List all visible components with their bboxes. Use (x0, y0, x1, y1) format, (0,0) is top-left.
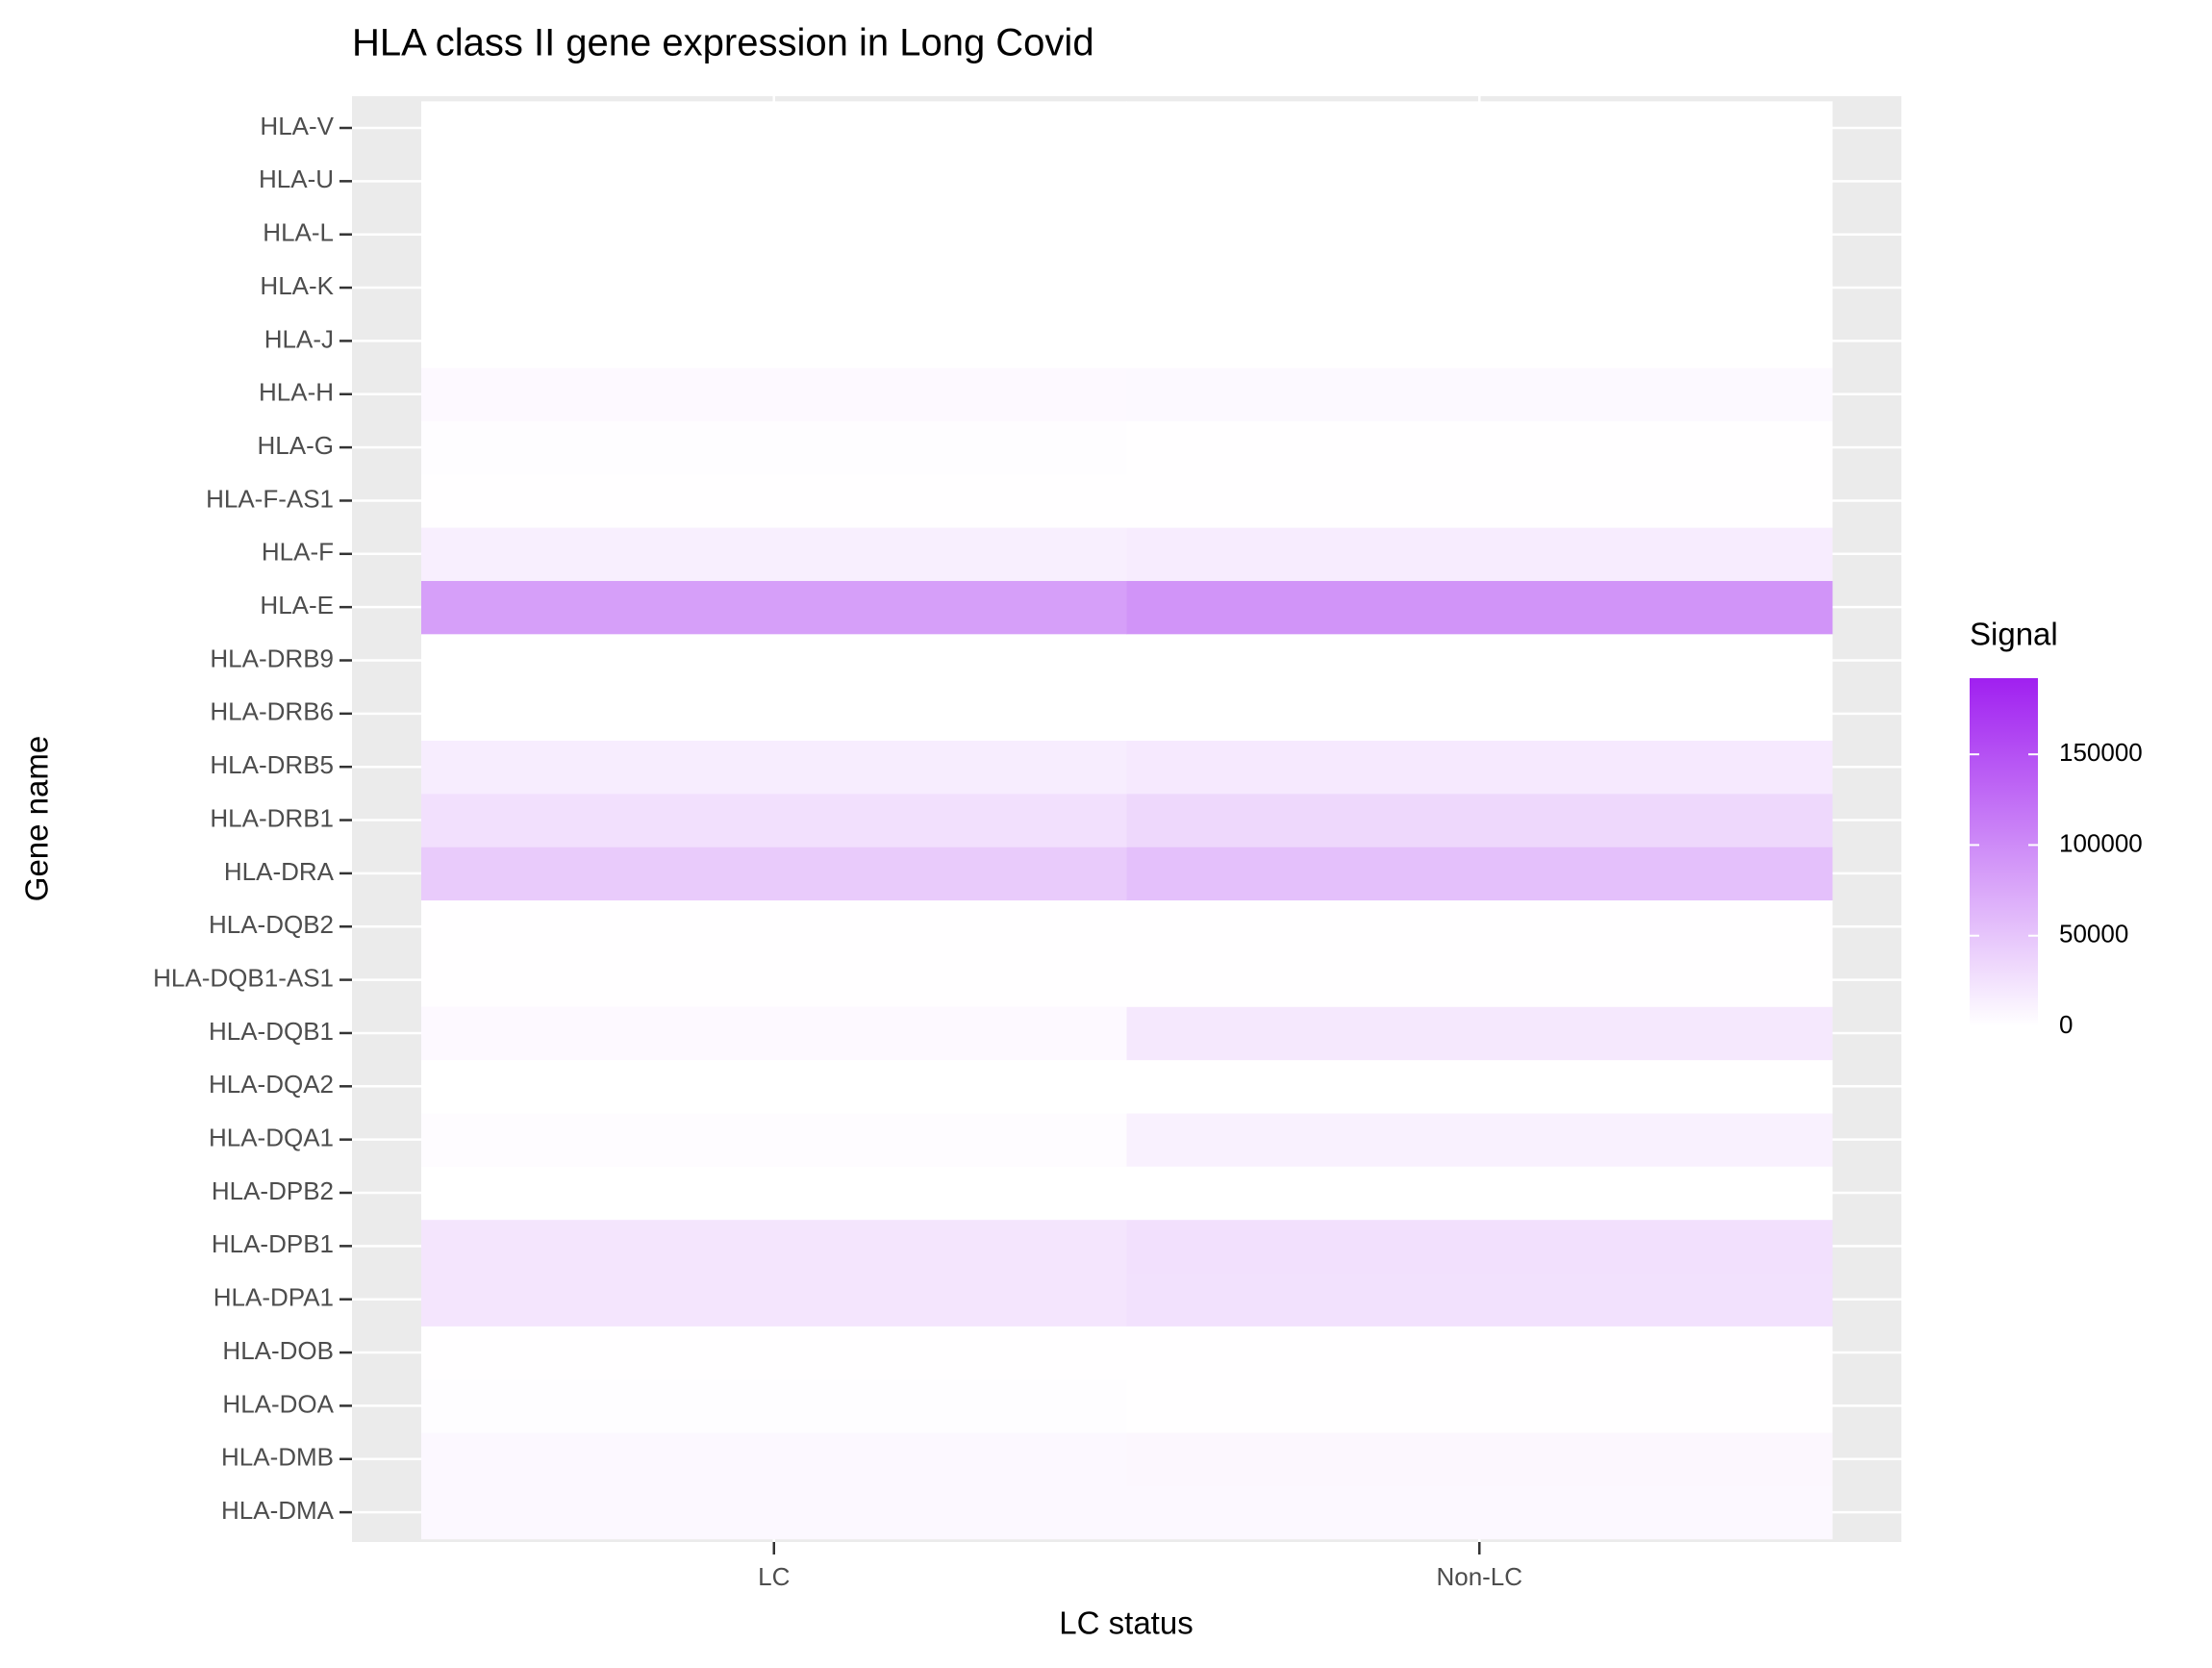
colorbar-tick-label: 100000 (2059, 828, 2143, 857)
heat-tile (421, 952, 1127, 1007)
y-tick-label: HLA-DRB9 (210, 644, 334, 672)
heat-tile (1126, 740, 1833, 795)
y-tick-label: HLA-DOA (222, 1389, 334, 1418)
heat-tile (1126, 208, 1833, 262)
y-tick-label: HLA-F-AS1 (206, 484, 334, 513)
heat-tile (1126, 420, 1833, 475)
legend-title: Signal (1970, 617, 2058, 652)
x-axis-title: LC status (1059, 1605, 1193, 1641)
y-tick-label: HLA-DQA1 (209, 1124, 334, 1152)
y-tick-label: HLA-H (259, 378, 334, 407)
colorbar-tick-label: 50000 (2059, 920, 2128, 948)
heat-tile (421, 527, 1127, 581)
heat-tile (1126, 580, 1833, 635)
y-tick-label: HLA-K (260, 271, 334, 300)
y-tick-label: HLA-L (263, 218, 334, 247)
heat-tile (421, 1166, 1127, 1221)
colorbar (1970, 678, 2038, 1026)
heat-tile (421, 1006, 1127, 1061)
heat-tile (1126, 101, 1833, 156)
heat-tile (1126, 1219, 1833, 1274)
y-tick-label: HLA-DMA (221, 1496, 335, 1525)
heat-tile (1126, 1112, 1833, 1167)
y-tick-label: HLA-G (258, 431, 334, 460)
heat-tile (1126, 527, 1833, 581)
heat-tile (421, 261, 1127, 316)
colorbar-tick-label: 150000 (2059, 738, 2143, 767)
heat-tile (421, 1378, 1127, 1433)
y-tick-label: HLA-DPA1 (214, 1283, 334, 1312)
heat-tile (1126, 1059, 1833, 1114)
y-tick-label: HLA-U (259, 164, 334, 193)
heat-tile (1126, 1166, 1833, 1221)
heat-tile (421, 687, 1127, 742)
y-tick-label: HLA-DQB1 (209, 1017, 334, 1046)
heat-tile (421, 1485, 1127, 1540)
heat-tile (1126, 473, 1833, 528)
y-tick-label: HLA-DQA2 (209, 1070, 334, 1099)
heat-tile (421, 154, 1127, 209)
y-tick-label: HLA-J (264, 324, 334, 353)
heat-tile (1126, 1006, 1833, 1061)
heat-tile (1126, 793, 1833, 847)
heat-tile (421, 1273, 1127, 1327)
y-tick-label: HLA-DQB2 (209, 910, 334, 939)
heat-tile (1126, 154, 1833, 209)
y-tick-label: HLA-DRB6 (210, 697, 334, 726)
heat-tile (421, 793, 1127, 847)
heat-tile (421, 899, 1127, 954)
heat-tile (421, 473, 1127, 528)
heat-tile (1126, 367, 1833, 421)
heat-tile (421, 1326, 1127, 1380)
x-tick-label: Non-LC (1436, 1562, 1522, 1591)
y-tick-label: HLA-DRB1 (210, 803, 334, 832)
heat-tile (421, 1059, 1127, 1114)
heat-tile (1126, 952, 1833, 1007)
heat-tile (1126, 847, 1833, 901)
heat-tile (1126, 1326, 1833, 1380)
y-tick-label: HLA-DPB1 (212, 1229, 334, 1258)
heat-tile (421, 847, 1127, 901)
heat-tile (421, 208, 1127, 262)
y-tick-label: HLA-DOB (222, 1336, 334, 1365)
y-tick-label: HLA-F (262, 538, 334, 567)
heat-tile (421, 314, 1127, 368)
y-tick-label: HLA-DMB (221, 1443, 334, 1472)
heat-tile (421, 740, 1127, 795)
heat-tile (1126, 1432, 1833, 1486)
y-tick-label: HLA-V (260, 112, 334, 140)
heat-tile (1126, 633, 1833, 688)
heat-tile (421, 101, 1127, 156)
y-tick-label: HLA-DQB1-AS1 (153, 963, 334, 992)
y-tick-label: HLA-DRA (224, 857, 335, 886)
heat-tile (1126, 1485, 1833, 1540)
y-tick-label: HLA-DRB5 (210, 750, 334, 779)
y-axis-title: Gene name (19, 736, 55, 901)
chart-title: HLA class II gene expression in Long Cov… (352, 22, 1094, 64)
heat-tile (1126, 899, 1833, 954)
heat-tile (421, 580, 1127, 635)
heat-tile (421, 1112, 1127, 1167)
heat-tile (1126, 261, 1833, 316)
heat-tile (1126, 687, 1833, 742)
heat-tile (1126, 1273, 1833, 1327)
heat-tile (1126, 1378, 1833, 1433)
heat-tile (421, 633, 1127, 688)
heat-tile (421, 1432, 1127, 1486)
y-tick-label: HLA-E (260, 591, 334, 619)
heat-tile (421, 1219, 1127, 1274)
x-tick-label: LC (758, 1562, 790, 1591)
heat-tile (1126, 314, 1833, 368)
heat-tile (421, 367, 1127, 421)
heat-tile (421, 420, 1127, 475)
y-tick-label: HLA-DPB2 (212, 1176, 334, 1205)
colorbar-tick-label: 0 (2059, 1010, 2073, 1039)
